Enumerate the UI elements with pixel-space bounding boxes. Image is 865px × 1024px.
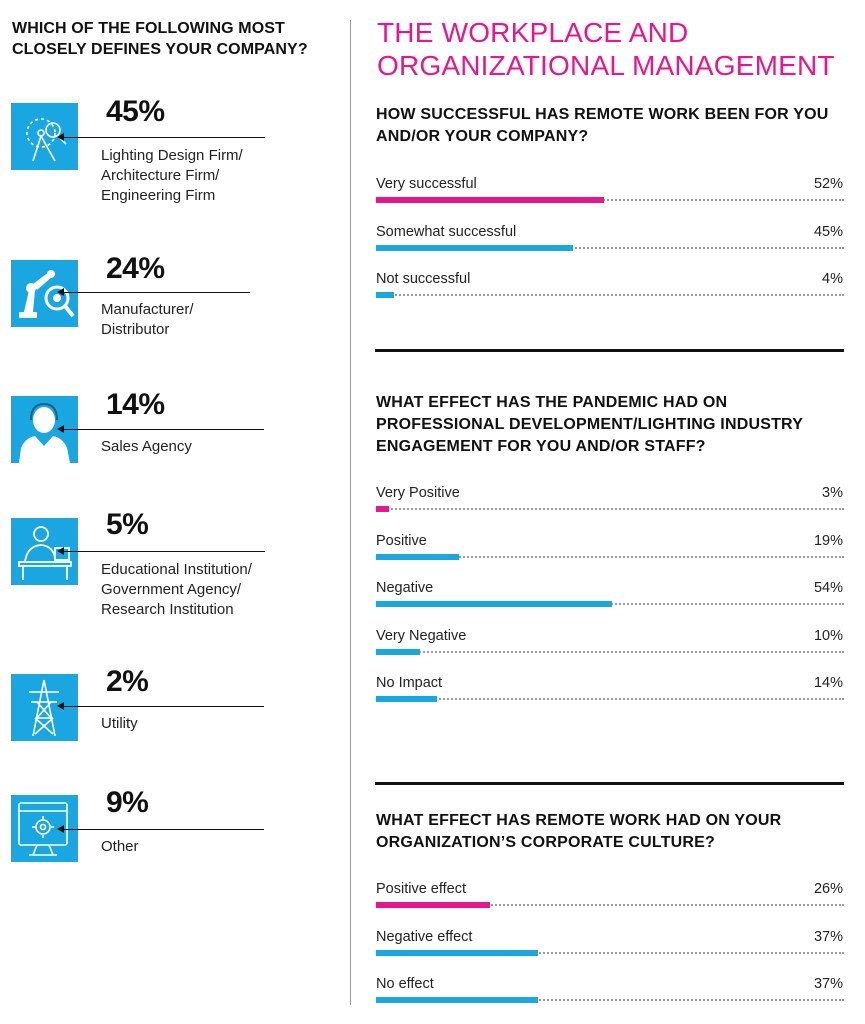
pointer-arrow-icon (57, 547, 64, 555)
percent-value: 2% (106, 665, 149, 698)
bar-label: Very successful (376, 176, 477, 192)
bar-value-label: 54% (813, 580, 843, 596)
bar-track (376, 199, 844, 201)
bar (376, 648, 420, 655)
bar (376, 197, 604, 203)
connector-line (62, 706, 264, 707)
bar (376, 244, 573, 251)
bar-track (376, 999, 844, 1001)
connector-line (62, 429, 264, 430)
bar-track (376, 508, 844, 510)
pointer-arrow-icon (57, 825, 64, 833)
bar-label: Not successful (376, 271, 471, 287)
bar (376, 696, 438, 702)
category-label: Sales Agency (101, 438, 192, 455)
percent-value: 9% (106, 786, 149, 819)
pointer-arrow-icon (57, 133, 64, 141)
chart-question: HOW SUCCESSFUL HAS REMOTE WORK BEEN FOR … (376, 106, 829, 145)
robot-arm-icon (11, 260, 78, 327)
category-label: Lighting Design Firm/ Architecture Firm/… (101, 147, 243, 204)
bar-label: No effect (376, 976, 434, 992)
bar-label: Negative (376, 580, 434, 596)
bar-label: Very Negative (376, 627, 467, 644)
bar-track (376, 904, 844, 906)
bar-label: Negative effect (376, 928, 473, 945)
bar-value-label: 37% (813, 976, 843, 992)
connector-line (62, 829, 264, 830)
bar (376, 949, 538, 956)
bar-track (376, 246, 844, 249)
left-question: WHICH OF THE FOLLOWING MOST CLOSELY DEFI… (12, 20, 308, 58)
connector-line (62, 551, 265, 552)
bar (376, 292, 394, 298)
category-label: Other (101, 838, 139, 855)
category-label: Utility (101, 715, 138, 732)
bar-track (376, 555, 844, 558)
bar-track (376, 650, 844, 653)
pointer-arrow-icon (57, 288, 64, 296)
connector-line (62, 292, 250, 293)
bar-value-label: 4% (822, 271, 843, 287)
pointer-arrow-icon (57, 425, 64, 433)
bar-label: Somewhat successful (376, 223, 517, 240)
bar (376, 553, 460, 560)
bar-value-label: 10% (813, 627, 843, 644)
percent-value: 24% (106, 252, 165, 285)
monitor-gear-icon (11, 795, 78, 862)
pointer-arrow-icon (57, 702, 64, 710)
bar-value-label: 45% (813, 223, 843, 240)
bar-track (376, 294, 844, 296)
bar-track (376, 951, 844, 954)
bar-label: Positive effect (376, 881, 467, 897)
bar-value-label: 14% (813, 675, 843, 691)
percent-value: 45% (106, 95, 165, 128)
bar (376, 601, 613, 607)
section-separator (375, 349, 844, 352)
category-label: Educational Institution/ Government Agen… (101, 561, 252, 618)
bar-value-label: 37% (813, 928, 843, 945)
chart-question: WHAT EFFECT HAS THE PANDEMIC HAD ON PROF… (376, 394, 803, 455)
connector-line (62, 137, 265, 138)
bar-label: No Impact (376, 675, 443, 691)
bar (376, 902, 490, 908)
section-title: THE WORKPLACE AND ORGANIZATIONAL MANAGEM… (377, 17, 835, 81)
bar (376, 997, 538, 1003)
bar-label: Positive (376, 532, 427, 549)
bar-label: Very Positive (376, 485, 460, 501)
power-tower-icon (11, 674, 78, 741)
bar-value-label: 3% (822, 485, 843, 501)
bar-value-label: 52% (813, 176, 843, 192)
chart-question: WHAT EFFECT HAS REMOTE WORK HAD ON YOUR … (376, 812, 782, 851)
bar-value-label: 26% (813, 881, 843, 897)
bar (376, 506, 390, 512)
bar-track (376, 698, 844, 700)
category-label: Manufacturer/ Distributor (101, 301, 194, 338)
bar-value-label: 19% (813, 532, 843, 549)
section-separator (375, 782, 844, 785)
column-divider (350, 20, 351, 1005)
drafting-compass-icon (11, 103, 78, 170)
percent-value: 5% (106, 508, 149, 541)
percent-value: 14% (106, 388, 165, 421)
desk-worker-icon (11, 518, 78, 585)
